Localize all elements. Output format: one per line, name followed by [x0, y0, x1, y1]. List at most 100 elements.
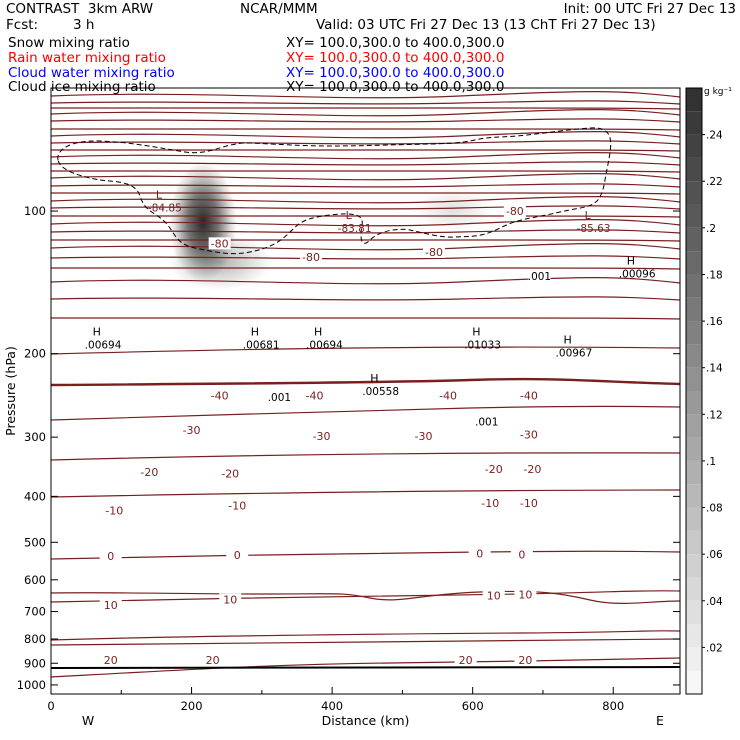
y-tick-label: 800 — [24, 632, 46, 646]
field-name-rain: Rain water mixing ratio — [8, 50, 166, 66]
colorbar-tick-label: .24 — [706, 130, 723, 142]
isotherm-line — [51, 107, 680, 110]
high-marker: H — [370, 372, 378, 385]
high-marker: H — [314, 326, 322, 339]
high-marker: H — [564, 333, 572, 346]
contour-label-background — [219, 467, 242, 480]
isotherm-line — [51, 100, 680, 105]
extremum-value: -83.81 — [338, 223, 372, 235]
field-xy-rain: XY= 100.0,300.0 to 400.0,300.0 — [286, 50, 505, 66]
temperature-contour-label: -10 — [520, 497, 538, 510]
contour-label-background — [226, 549, 249, 562]
y-tick-label: 600 — [24, 573, 46, 587]
high-marker: H — [251, 326, 259, 339]
colorbar-cell — [686, 204, 702, 228]
low-marker: L — [585, 209, 592, 222]
cloud-ice-contour — [57, 127, 612, 255]
cloud-contour-label: .001 — [528, 271, 551, 283]
temperature-contour-label: -20 — [523, 463, 541, 476]
west-end-label: W — [82, 713, 94, 728]
isotherm-line — [51, 590, 680, 603]
colorbar-cell — [686, 157, 702, 182]
contour-label-background — [517, 389, 540, 402]
y-axis-title: Pressure (hPa) — [3, 346, 18, 436]
colorbar-cell — [686, 554, 702, 578]
colorbar-cell — [686, 391, 702, 415]
y-tick-label: 400 — [24, 489, 46, 503]
isotherm-line — [51, 296, 680, 301]
extremum-value: -84.85 — [148, 202, 182, 214]
temperature-contour-label: 10 — [487, 590, 501, 603]
extremum-value: -85.63 — [577, 223, 611, 235]
colorbar-cell — [686, 367, 702, 391]
temperature-contour-label: 20 — [206, 654, 220, 667]
colorbar-tick-label: .04 — [706, 596, 723, 608]
temperature-contour-label: 0 — [234, 549, 241, 562]
isotherm-line — [51, 149, 680, 152]
temperature-contour-label: -20 — [485, 463, 503, 476]
colorbar-cell — [686, 437, 702, 461]
colorbar-tick-label: .06 — [706, 549, 723, 561]
temperature-contour-label: 20 — [459, 654, 473, 667]
colorbar-tick-label: .2 — [706, 223, 716, 235]
x-tick-label: 800 — [602, 699, 624, 713]
temperature-contour-label: 10 — [518, 589, 532, 602]
colorbar-cell — [686, 227, 702, 252]
isotherm-line — [51, 196, 680, 204]
y-tick-label: 300 — [24, 430, 46, 444]
temperature-contour-label: -10 — [228, 499, 246, 512]
temperature-contour-label: -20 — [140, 466, 158, 479]
colorbar-tick-label: .14 — [706, 363, 723, 375]
colorbar-cell — [686, 647, 702, 671]
y-tick-label: 700 — [24, 605, 46, 619]
temperature-contour-label: -30 — [414, 430, 432, 443]
snow-shading — [168, 162, 493, 290]
contour-labels: -80 -80 -80 -80 -40 -40 -40 -40 -30 -30 -30 -30 -20 -… — [85, 188, 656, 666]
plot-frame — [50, 87, 681, 695]
colorbar-cell — [686, 88, 702, 112]
contour-label-background — [412, 429, 435, 442]
colorbar-cell — [686, 530, 702, 555]
colorbar-cell — [686, 134, 702, 158]
colorbar-cell — [686, 297, 702, 322]
extremum-value: .01033 — [464, 340, 501, 352]
temperature-contours — [51, 91, 680, 678]
temperature-contour-label: -30 — [313, 430, 331, 443]
field-xy-cloud-water: XY= 100.0,300.0 to 400.0,300.0 — [286, 65, 505, 81]
temperature-contour-label: -30 — [183, 424, 201, 437]
contour-label-background — [521, 462, 544, 475]
fcst-value: 3 h — [73, 17, 95, 33]
axes: 0 200 400 600 800100200300400500600700800900… — [3, 87, 681, 728]
y-tick-label: 500 — [24, 535, 46, 549]
low-marker: L — [156, 188, 163, 201]
chart-title: CONTRAST 3km ARW — [6, 1, 154, 17]
colorbar-cell — [686, 624, 702, 648]
center-label: NCAR/MMM — [240, 1, 318, 17]
temperature-contour-label: -80 — [211, 237, 229, 250]
high-marker: H — [472, 326, 480, 339]
contour-label-background — [138, 465, 161, 478]
isotherm-line — [51, 255, 680, 260]
extremum-value: .00681 — [243, 340, 280, 352]
colorbar-tick-label: .12 — [706, 409, 723, 421]
temperature-contour-label: -80 — [425, 246, 443, 259]
contour-label-background — [310, 429, 333, 442]
init-label: Init: 00 UTC Fri 27 Dec 13 — [563, 1, 736, 17]
y-tick-label: 100 — [24, 204, 46, 218]
temperature-contour-label: 20 — [104, 654, 118, 667]
low-marker: L — [346, 209, 353, 222]
isotherm-zero-line — [51, 377, 680, 387]
east-end-label: E — [656, 713, 664, 728]
temperature-contour-label: -10 — [105, 504, 123, 517]
isotherm-line — [51, 243, 680, 251]
contour-label-background — [303, 389, 326, 402]
isotherm-line — [51, 215, 680, 218]
surface-line — [51, 666, 680, 669]
x-tick-label: 600 — [462, 699, 484, 713]
colorbar-cell — [686, 251, 702, 275]
isotherm-line — [51, 638, 680, 646]
colorbar-cell — [686, 274, 702, 298]
x-tick-label: 0 — [47, 699, 54, 713]
contour-label-background — [99, 598, 122, 611]
